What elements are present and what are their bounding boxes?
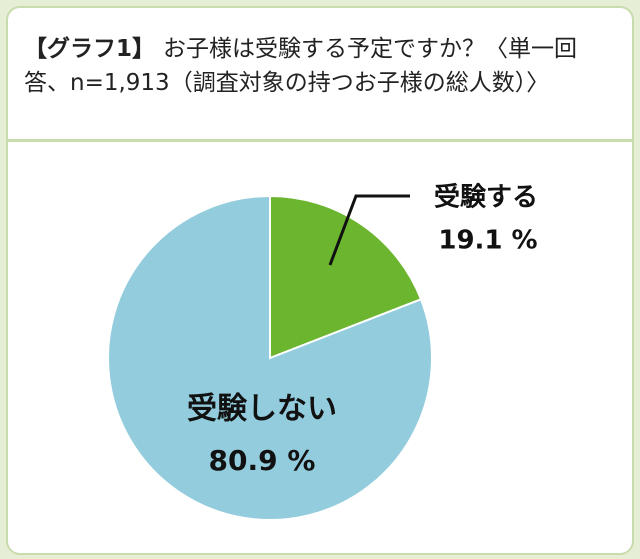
chart-title: お子様は受験する予定ですか？〈単一回答、n=1,913（調査対象の持つお子様の総… <box>24 36 578 96</box>
leader-line <box>328 194 410 266</box>
slice-label: 受験しない <box>187 392 337 427</box>
value-label: 19.1 % <box>438 226 537 256</box>
chart-label: 【グラフ1】 <box>24 36 156 62</box>
pie-slice <box>269 194 423 360</box>
header: 【グラフ1】 お子様は受験する予定ですか？〈単一回答、n=1,913（調査対象の持… <box>8 8 632 142</box>
pie-slice <box>107 194 433 521</box>
slice-label: 受験する <box>434 182 538 213</box>
value-label: 80.9 % <box>209 444 316 477</box>
